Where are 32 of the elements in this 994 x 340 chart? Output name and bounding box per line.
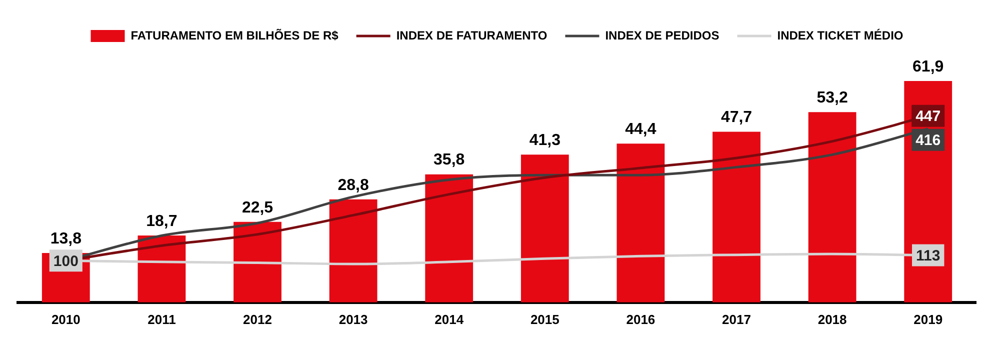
x-tick-label: 2013: [338, 312, 368, 327]
data-label: 61,9: [912, 58, 944, 76]
x-tick-label: 2011: [148, 312, 176, 327]
data-label: 18,7: [146, 212, 178, 230]
bar: [234, 222, 282, 302]
bar: [329, 199, 378, 302]
legend-label: INDEX DE FATURAMENTO: [396, 28, 548, 42]
legend-label: FATURAMENTO EM BILHÕES DE R$: [130, 28, 339, 42]
data-label: 47,7: [720, 109, 752, 126]
data-label: 41,3: [529, 132, 561, 150]
data-label: 53,2: [816, 90, 848, 106]
x-tick-label: 2019: [914, 312, 943, 327]
data-label: 28,8: [338, 176, 369, 194]
bar: [616, 144, 665, 302]
x-tick-label: 2010: [51, 312, 80, 327]
bar: [520, 154, 569, 302]
x-tick-label: 2012: [243, 312, 272, 327]
x-tick-label: 2018: [818, 312, 847, 327]
bar: [425, 174, 474, 302]
legend-label: INDEX TICKET MÉDIO: [777, 28, 904, 42]
x-tick-label: 2015: [530, 312, 560, 327]
data-label: 22,5: [242, 199, 274, 216]
data-label: 416: [916, 132, 941, 149]
data-label: 44,4: [625, 120, 656, 138]
data-label: 13,8: [50, 230, 82, 248]
legend-label: INDEX DE PEDIDOS: [605, 28, 720, 42]
x-tick-label: 2016: [626, 312, 656, 327]
bar: [712, 132, 760, 302]
x-tick-label: 2017: [722, 312, 751, 327]
bar: [808, 112, 856, 302]
data-label: 35,8: [434, 152, 465, 169]
x-tick-label: 2014: [434, 312, 464, 327]
